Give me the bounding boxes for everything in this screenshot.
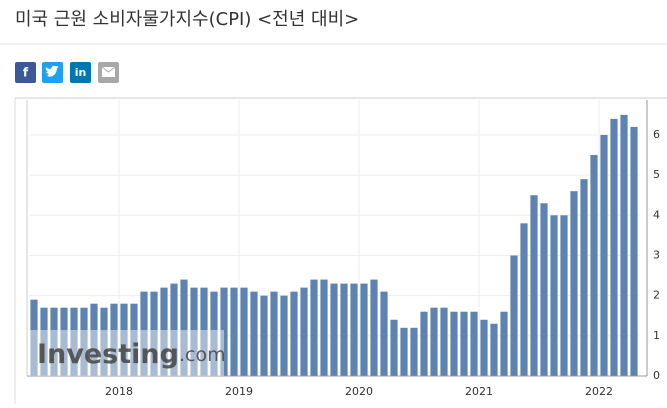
- bar: [80, 307, 88, 376]
- bar: [600, 134, 608, 376]
- bar: [250, 291, 258, 376]
- bar: [360, 283, 368, 376]
- bar: [410, 327, 418, 376]
- bar: [290, 291, 298, 376]
- y-tick-label: 1: [653, 329, 660, 342]
- linkedin-glyph[interactable]: in: [75, 66, 87, 79]
- y-tick-label: 0: [653, 369, 660, 382]
- y-tick-label: 5: [653, 168, 660, 181]
- bar: [490, 323, 498, 376]
- bar: [170, 283, 178, 376]
- bar: [220, 287, 228, 376]
- bar: [130, 303, 138, 376]
- bar: [370, 279, 378, 376]
- bar: [520, 223, 528, 376]
- bar: [200, 287, 208, 376]
- facebook-icon[interactable]: [15, 62, 36, 83]
- envelope-flap[interactable]: [101, 66, 116, 73]
- share-facebook[interactable]: f: [15, 62, 36, 83]
- bar: [420, 311, 428, 376]
- x-tick-label: 2020: [345, 385, 373, 398]
- bar: [620, 114, 628, 377]
- bar: [390, 319, 398, 376]
- y-tick-label: 4: [653, 208, 660, 221]
- bar: [460, 311, 468, 376]
- watermark: Investing.com: [37, 339, 226, 370]
- bar: [440, 307, 448, 376]
- watermark-suffix: .com: [179, 344, 226, 366]
- plot: 0 1 2 3 4 5 6 2018 2019 2020 2021 2022 Investing.com: [26, 100, 660, 398]
- bar: [320, 279, 328, 376]
- bar: [110, 303, 118, 376]
- bar: [450, 311, 458, 376]
- bar: [540, 203, 548, 376]
- bar: [610, 118, 618, 377]
- x-tick-label: 2021: [465, 385, 493, 398]
- linkedin-icon[interactable]: [70, 62, 91, 83]
- share-linkedin[interactable]: in: [70, 62, 91, 83]
- bar: [90, 303, 98, 376]
- bar: [60, 307, 68, 376]
- bar: [580, 179, 588, 376]
- bar: [160, 287, 168, 376]
- bar: [270, 291, 278, 376]
- watermark-brand: Investing: [37, 339, 179, 370]
- bar: [470, 311, 478, 376]
- bar: [310, 279, 318, 376]
- bar: [480, 319, 488, 376]
- bar: [120, 303, 128, 376]
- bar: [150, 291, 158, 376]
- facebook-glyph[interactable]: f: [23, 66, 29, 80]
- bar: [380, 291, 388, 376]
- bar: [210, 291, 218, 376]
- bar: [570, 191, 578, 376]
- bar: [50, 307, 58, 376]
- watermark-backdrop: [29, 330, 224, 376]
- bar: [260, 295, 268, 376]
- bar: [180, 279, 188, 376]
- bar: [300, 287, 308, 376]
- bar: [590, 155, 598, 376]
- bar: [100, 307, 108, 376]
- bar: [240, 287, 248, 376]
- y-tick-label: 6: [653, 128, 660, 141]
- bar: [330, 283, 338, 376]
- x-tick-label: 2018: [105, 385, 133, 398]
- x-tick-label: 2022: [585, 385, 613, 398]
- bar: [560, 215, 568, 376]
- bar: [430, 307, 438, 376]
- y-tick-label: 2: [653, 289, 660, 302]
- bar: [140, 291, 148, 376]
- bar: [230, 287, 238, 376]
- bar: [190, 287, 198, 376]
- bar: [280, 295, 288, 376]
- bar: [40, 307, 48, 376]
- x-tick-label: 2019: [225, 385, 253, 398]
- bar: [630, 126, 638, 377]
- bar: [350, 283, 358, 376]
- bar: [510, 255, 518, 376]
- bar: [30, 299, 38, 376]
- bar: [550, 215, 558, 376]
- bar: [530, 195, 538, 376]
- bar: [70, 307, 78, 376]
- share-email[interactable]: [98, 62, 119, 83]
- y-tick-label: 3: [653, 248, 660, 261]
- page-title: 미국 근원 소비자물가지수(CPI) <전년 대비>: [15, 9, 359, 30]
- share-twitter[interactable]: [42, 62, 63, 83]
- twitter-bird[interactable]: [45, 65, 59, 77]
- bar: [340, 283, 348, 376]
- bar: [500, 311, 508, 376]
- bar: [400, 327, 408, 376]
